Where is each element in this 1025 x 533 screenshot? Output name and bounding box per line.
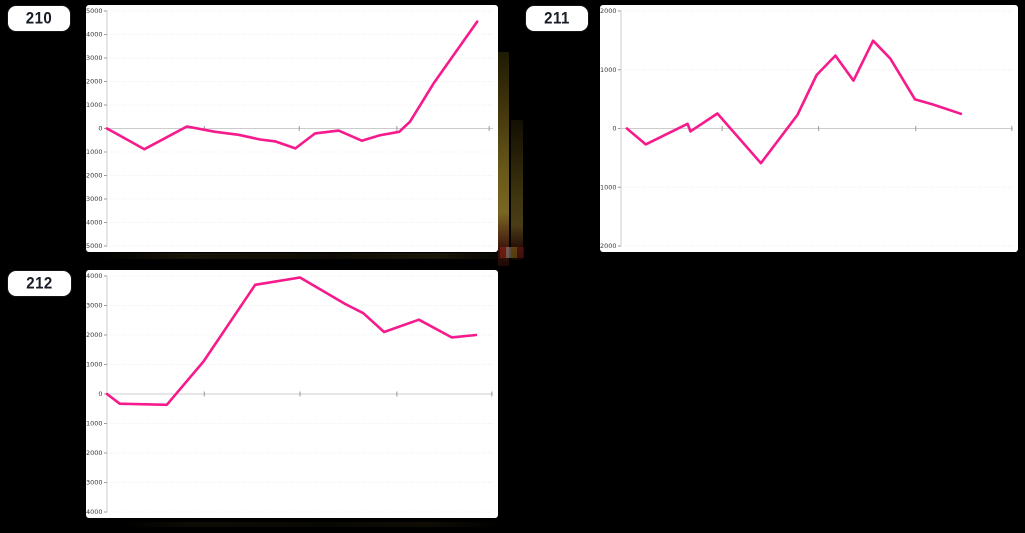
panel-label-badge-211: 211 xyxy=(526,6,588,31)
svg-text:1000: 1000 xyxy=(86,361,103,369)
background-artifact-strip-2 xyxy=(511,120,523,260)
panel-label-badge-210: 210 xyxy=(8,6,70,31)
svg-text:-1000: -1000 xyxy=(86,148,103,156)
panel-label-text: 210 xyxy=(25,9,53,28)
background-artifact-strip xyxy=(498,52,509,266)
svg-text:-2000: -2000 xyxy=(86,172,103,180)
svg-text:2000: 2000 xyxy=(86,78,103,86)
svg-text:1000: 1000 xyxy=(600,66,617,74)
background-artifact-residue-bottom xyxy=(120,522,500,527)
svg-text:-1000: -1000 xyxy=(86,420,103,428)
panel-label-text: 211 xyxy=(544,9,570,28)
svg-text:-4000: -4000 xyxy=(86,219,103,227)
svg-text:-4000: -4000 xyxy=(86,508,103,516)
svg-text:4000: 4000 xyxy=(86,272,103,280)
chart-card-211[interactable]: 2000 1000 0 -1000 -2000 xyxy=(600,5,1018,252)
line-chart-210: 5000 4000 3000 2000 1000 0 -1000 -2000 -3000 -400… xyxy=(86,7,493,250)
svg-text:3000: 3000 xyxy=(86,302,103,310)
svg-text:-2000: -2000 xyxy=(600,242,617,250)
background-artifact-bits xyxy=(500,247,524,258)
svg-text:1000: 1000 xyxy=(86,101,103,109)
svg-text:4000: 4000 xyxy=(86,31,103,39)
svg-text:2000: 2000 xyxy=(86,331,103,339)
chart-card-210[interactable]: 5000 4000 3000 2000 1000 0 -1000 -2000 -3000 -400… xyxy=(86,5,498,252)
panel-label-badge-212: 212 xyxy=(8,271,71,296)
svg-text:-3000: -3000 xyxy=(86,195,103,203)
chart-card-212[interactable]: 4000 3000 2000 1000 0 -1000 -2000 -3000 -4000 xyxy=(86,270,498,518)
svg-text:0: 0 xyxy=(98,125,102,133)
svg-text:0: 0 xyxy=(612,125,616,133)
background-artifact-residue-top xyxy=(100,253,520,259)
svg-text:-2000: -2000 xyxy=(86,449,103,457)
line-chart-212: 4000 3000 2000 1000 0 -1000 -2000 -3000 -4000 xyxy=(86,272,493,516)
svg-text:-5000: -5000 xyxy=(86,242,103,250)
panel-label-text: 212 xyxy=(26,274,53,293)
svg-text:-3000: -3000 xyxy=(86,479,103,487)
svg-text:3000: 3000 xyxy=(86,54,103,62)
svg-text:0: 0 xyxy=(98,390,102,398)
svg-text:-1000: -1000 xyxy=(600,183,617,191)
svg-text:2000: 2000 xyxy=(600,7,617,15)
line-chart-211: 2000 1000 0 -1000 -2000 xyxy=(600,7,1013,250)
svg-text:5000: 5000 xyxy=(86,7,103,15)
